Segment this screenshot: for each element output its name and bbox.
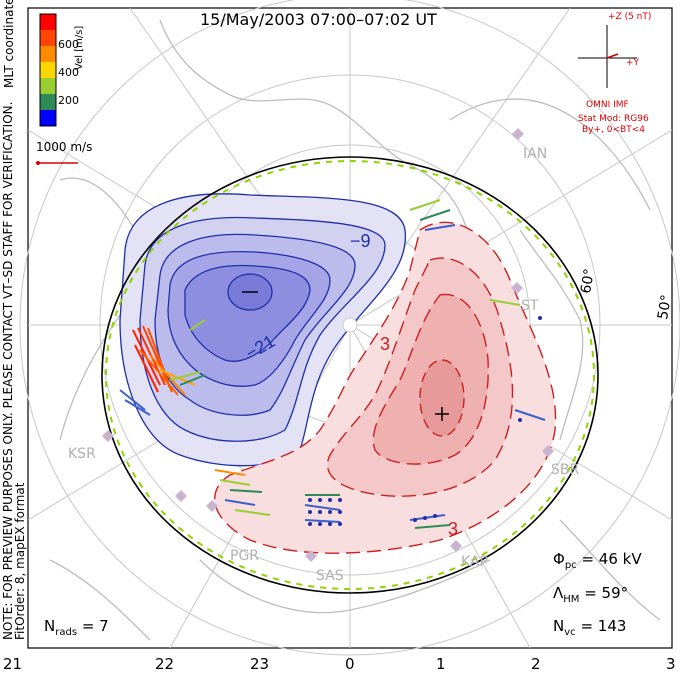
imf-model: Stat Mod: RG96 — [578, 114, 649, 124]
station-pgr: PGR — [230, 548, 260, 564]
station-sbr: SBR — [551, 462, 580, 478]
stat-nvc: Nvc = 143 — [553, 617, 627, 638]
mlt-tick-2: 2 — [531, 655, 541, 673]
station-ksr: KSR — [68, 446, 96, 462]
station-markers — [102, 128, 554, 562]
colorbar-tick-400: 400 — [58, 66, 79, 79]
scale-vector-label: 1000 m/s — [36, 140, 93, 154]
map-title: 15/May/2003 07:00–07:02 UT — [200, 10, 437, 29]
stat-phi: Φpc = 46 kV — [553, 550, 642, 571]
contour-label-neg-1: −9 — [350, 231, 371, 251]
imf-z-label: +Z (5 nT) — [608, 12, 652, 22]
stat-lambda: ΛHM = 59° — [553, 584, 629, 605]
imf-source: OMNI IMF — [586, 100, 629, 110]
vector-dots — [308, 316, 542, 526]
station-ian: IAN — [523, 146, 548, 162]
mlt-tick-22: 22 — [155, 655, 175, 673]
mlt-tick-0: 0 — [345, 655, 355, 673]
fit-order: FitOrder: 8, mapEX format — [13, 482, 27, 640]
hm-boundary — [105, 160, 595, 590]
station-sas: SAS — [316, 568, 344, 584]
coastlines — [49, 19, 661, 641]
mlt-tick-3: 3 — [666, 655, 676, 673]
pole-marker — [342, 317, 358, 333]
imf-condition: By+, 0<BT<4 — [582, 125, 645, 135]
imf-clock — [578, 25, 637, 88]
station-kap: KAP — [461, 554, 488, 570]
coord-label: MLT coordinates — [2, 0, 16, 88]
colorbar-label: Vel [m/s] — [74, 25, 85, 70]
colorbar-tick-600: 600 — [58, 38, 79, 51]
colorbar — [39, 13, 57, 127]
negative-potential-cell — [119, 193, 406, 467]
mlt-tick-21: 21 — [3, 655, 23, 673]
contour-label-pos-1: 3 — [380, 334, 390, 354]
station-st: ST — [521, 298, 539, 314]
boundary-outer — [101, 156, 599, 594]
stat-nrads: Nrads = 7 — [44, 617, 109, 638]
mlt-tick-1: 1 — [436, 655, 446, 673]
colorbar-tick-200: 200 — [58, 94, 79, 107]
mlt-tick-23: 23 — [250, 655, 270, 673]
velocity-vectors — [119, 199, 546, 529]
scale-vector-dot — [36, 161, 40, 165]
contour-label-pos-2: 3 — [448, 519, 458, 539]
positive-potential-cell — [214, 221, 557, 554]
imf-y-label: +Y — [626, 58, 640, 68]
